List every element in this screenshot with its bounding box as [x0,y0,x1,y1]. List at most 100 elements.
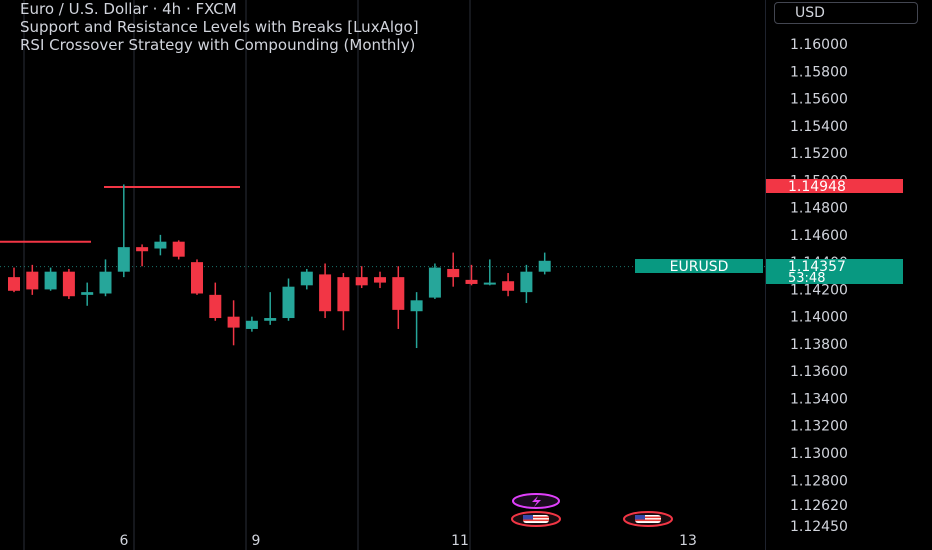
us-flag-event-icon [511,511,561,527]
candle [465,264,478,286]
candle-body [191,262,203,294]
candle [374,271,386,289]
resistance-price-label: 1.14948 [788,179,846,195]
candle-body [392,277,405,310]
candle [319,263,332,319]
candle [99,259,112,297]
candle [172,240,185,260]
candle [8,267,20,293]
candle [264,292,277,325]
symbol-tag-label: EURUSD [670,259,729,275]
symbol-title[interactable]: Euro / U.S. Dollar · 4h · FXCM [20,0,237,18]
price-axis-label: 1.13000 [790,446,848,462]
candle [428,263,441,299]
candle-body [117,247,130,272]
candle-body [264,318,277,321]
countdown-label: 53:48 [788,271,825,286]
candle [62,268,75,299]
candle-body [44,271,57,290]
event-markers [511,493,673,527]
symbol-tag: EURUSD [635,259,763,275]
price-axis-label: 1.14200 [790,282,848,298]
candle [538,252,551,275]
candle-body [428,267,441,298]
time-axis-label: 9 [252,533,261,549]
candle-body [154,241,167,249]
candle [191,259,203,295]
candle [154,234,167,256]
candle-body [26,271,39,290]
time-axis-label: 13 [679,533,697,549]
candle-body [337,277,350,312]
session-separators [23,0,471,550]
indicator-luxalgo-label[interactable]: Support and Resistance Levels with Break… [20,18,419,36]
indicator-rsi-label[interactable]: RSI Crossover Strategy with Compounding … [20,36,416,54]
price-axis-label: 1.14000 [790,310,848,326]
candle-body [447,268,460,278]
price-axis-label: 1.13200 [790,419,848,435]
price-axis-label: 1.12450 [790,519,848,535]
us-flag-event-icon [623,511,673,527]
price-axis-label: 1.15200 [790,146,848,162]
candle [337,273,350,331]
price-axis-label: 1.15600 [790,92,848,108]
candle [81,282,94,306]
price-axis-label: 1.12620 [790,498,848,514]
candle-body [8,277,20,291]
price-axis-label: 1.12800 [790,473,848,489]
candle [300,268,313,290]
candle [355,266,368,289]
candle-body [99,271,112,294]
candle-body [319,274,332,312]
candle [410,292,423,349]
price-axis-label: 1.15800 [790,64,848,80]
price-axis-label: 1.14800 [790,201,848,217]
candle-body [209,294,222,319]
price-axis-label: 1.13400 [790,391,848,407]
price-axis-label: 1.16000 [790,37,848,53]
support-resistance-lines [0,186,240,243]
candle-body [282,286,295,319]
candle-body [62,271,75,297]
candle [136,244,149,267]
candle [520,264,533,304]
resistance-price-tag: 1.14948 [765,179,903,195]
price-axis-label: 1.13800 [790,337,848,353]
candle [209,282,222,321]
candle-body [538,260,551,272]
candle-body [245,320,258,329]
candle [282,278,295,321]
price-axis-label: 1.13600 [790,364,848,380]
price-axis-separator [765,0,766,550]
chart-legend: Euro / U.S. Dollar · 4h · FXCM Support a… [20,0,419,54]
time-axis-label: 11 [451,533,469,549]
candle-body [465,279,478,284]
candle [447,252,460,287]
candle [502,273,515,297]
candle-body [410,300,423,312]
price-axis-label: 1.15400 [790,119,848,135]
last-price-label: 1.14357 [788,259,846,275]
price-axis-label: 1.14600 [790,228,848,244]
candle [227,300,240,346]
currency-button[interactable]: USD [774,2,918,24]
candle [117,184,130,278]
candle [44,267,57,291]
time-axis-label: 6 [120,533,129,549]
candle-body [300,271,313,286]
candle-body [172,241,185,257]
candlestick-series [8,184,551,349]
candle-body [355,277,368,286]
candle-body [227,316,240,328]
candle-body [136,247,149,252]
time-axis: 6 9 11 13 [120,533,697,549]
candle [483,259,496,286]
candle-body [483,282,496,285]
candle-body [502,281,515,291]
candle [26,264,39,295]
candle-body [520,271,533,293]
candle-body [81,292,94,295]
